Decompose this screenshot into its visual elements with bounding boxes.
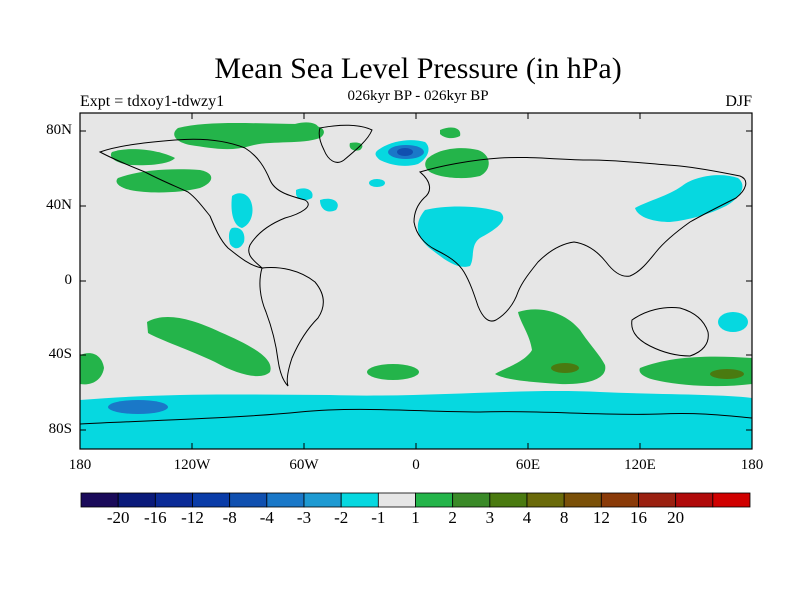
chart-subtitle: 026kyr BP - 026kyr BP	[347, 88, 489, 104]
colorbar-label: 16	[630, 508, 647, 527]
contour-russia-high	[440, 127, 461, 139]
colorbar-label: -16	[143, 508, 167, 527]
colorbar-box	[712, 492, 751, 508]
colorbar-box	[80, 492, 119, 508]
colorbar-label: -4	[259, 508, 274, 527]
axis-ticks	[80, 113, 752, 449]
contour-arctic-high	[174, 123, 324, 150]
contour-nz-high-core	[710, 369, 744, 379]
contour-atlantic-low-2	[320, 198, 338, 212]
contour-s-pacific-high-2	[80, 353, 104, 385]
coast-europe-africa	[413, 156, 747, 322]
colorbar-box	[303, 492, 342, 508]
contour-southern-low	[108, 400, 168, 414]
contour-gulf-low	[228, 227, 245, 249]
lon-label-60w: 60W	[289, 457, 319, 473]
colorbar-label: -3	[296, 508, 312, 527]
coast-north-america	[98, 138, 309, 269]
contour-s-atlantic-high	[367, 364, 419, 380]
colorbar-box	[600, 492, 639, 508]
colorbar-label: 1	[411, 508, 420, 527]
contour-australia-low	[718, 312, 748, 332]
lon-label-0: 0	[412, 457, 420, 473]
lon-label-60e: 60E	[515, 457, 541, 473]
lat-label-80n: 80N	[46, 122, 72, 138]
colorbar-label: 4	[522, 508, 532, 527]
contour-alaska-high	[110, 149, 175, 166]
lat-label-40n: 40N	[46, 197, 72, 213]
colorbar-box	[563, 492, 602, 508]
lat-label-80s: 80S	[48, 421, 72, 437]
colorbar-box	[452, 492, 491, 508]
contour-siberia-low	[369, 179, 385, 187]
colorbar-label: 2	[448, 508, 457, 527]
colorbar-label: 20	[667, 508, 685, 527]
contour-southern-band	[80, 391, 752, 449]
colorbar-box	[192, 492, 231, 508]
colorbar	[80, 492, 751, 508]
coast-australia	[631, 307, 709, 357]
chart-title: Mean Sea Level Pressure (in hPa)	[214, 52, 622, 85]
contour-n-america-low	[231, 193, 253, 228]
colorbar-label: 12	[592, 508, 610, 527]
contour-atlantic-low	[296, 188, 313, 201]
lon-label-120e: 120E	[624, 457, 656, 473]
colorbar-label: -12	[181, 508, 204, 527]
colorbar-label: -8	[222, 508, 237, 527]
lon-label-180w: 180	[68, 457, 92, 473]
map-background	[80, 113, 752, 449]
season-label: DJF	[725, 93, 752, 110]
colorbar-box	[526, 492, 565, 508]
colorbar-label: -20	[106, 508, 130, 527]
colorbar-box	[489, 492, 528, 508]
colorbar-label: -2	[334, 508, 349, 527]
lat-label-40s: 40S	[48, 346, 72, 362]
experiment-label: Expt = tdxoy1-tdwzy1	[80, 93, 225, 110]
contour-arctic-high-2	[349, 142, 363, 151]
lon-label-120w: 120W	[173, 457, 211, 473]
colorbar-box	[340, 492, 379, 508]
coast-greenland	[318, 124, 373, 163]
colorbar-box	[377, 492, 416, 508]
colorbar-box	[638, 492, 677, 508]
contour-s-pacific-high	[147, 317, 271, 377]
colorbar-box	[229, 492, 268, 508]
contour-iceland-low-core2	[397, 148, 413, 156]
colorbar-box	[154, 492, 193, 508]
colorbar-label: -1	[371, 508, 386, 527]
colorbar-label: 8	[559, 508, 569, 527]
coast-antarctica	[79, 408, 753, 425]
contour-greenland-high	[295, 122, 319, 135]
lat-label-0: 0	[64, 272, 73, 288]
contour-indian-high-core	[551, 363, 579, 373]
colorbar-box	[415, 492, 454, 508]
lon-label-180e: 180	[740, 457, 764, 473]
contour-asia-low	[635, 175, 743, 222]
coastlines	[79, 124, 753, 425]
coast-south-america	[259, 267, 324, 387]
colorbar-box	[117, 492, 156, 508]
contour-indian-high	[495, 309, 606, 385]
colorbar-box	[266, 492, 305, 508]
colorbar-box	[675, 492, 714, 508]
colorbar-label: 3	[485, 508, 495, 527]
